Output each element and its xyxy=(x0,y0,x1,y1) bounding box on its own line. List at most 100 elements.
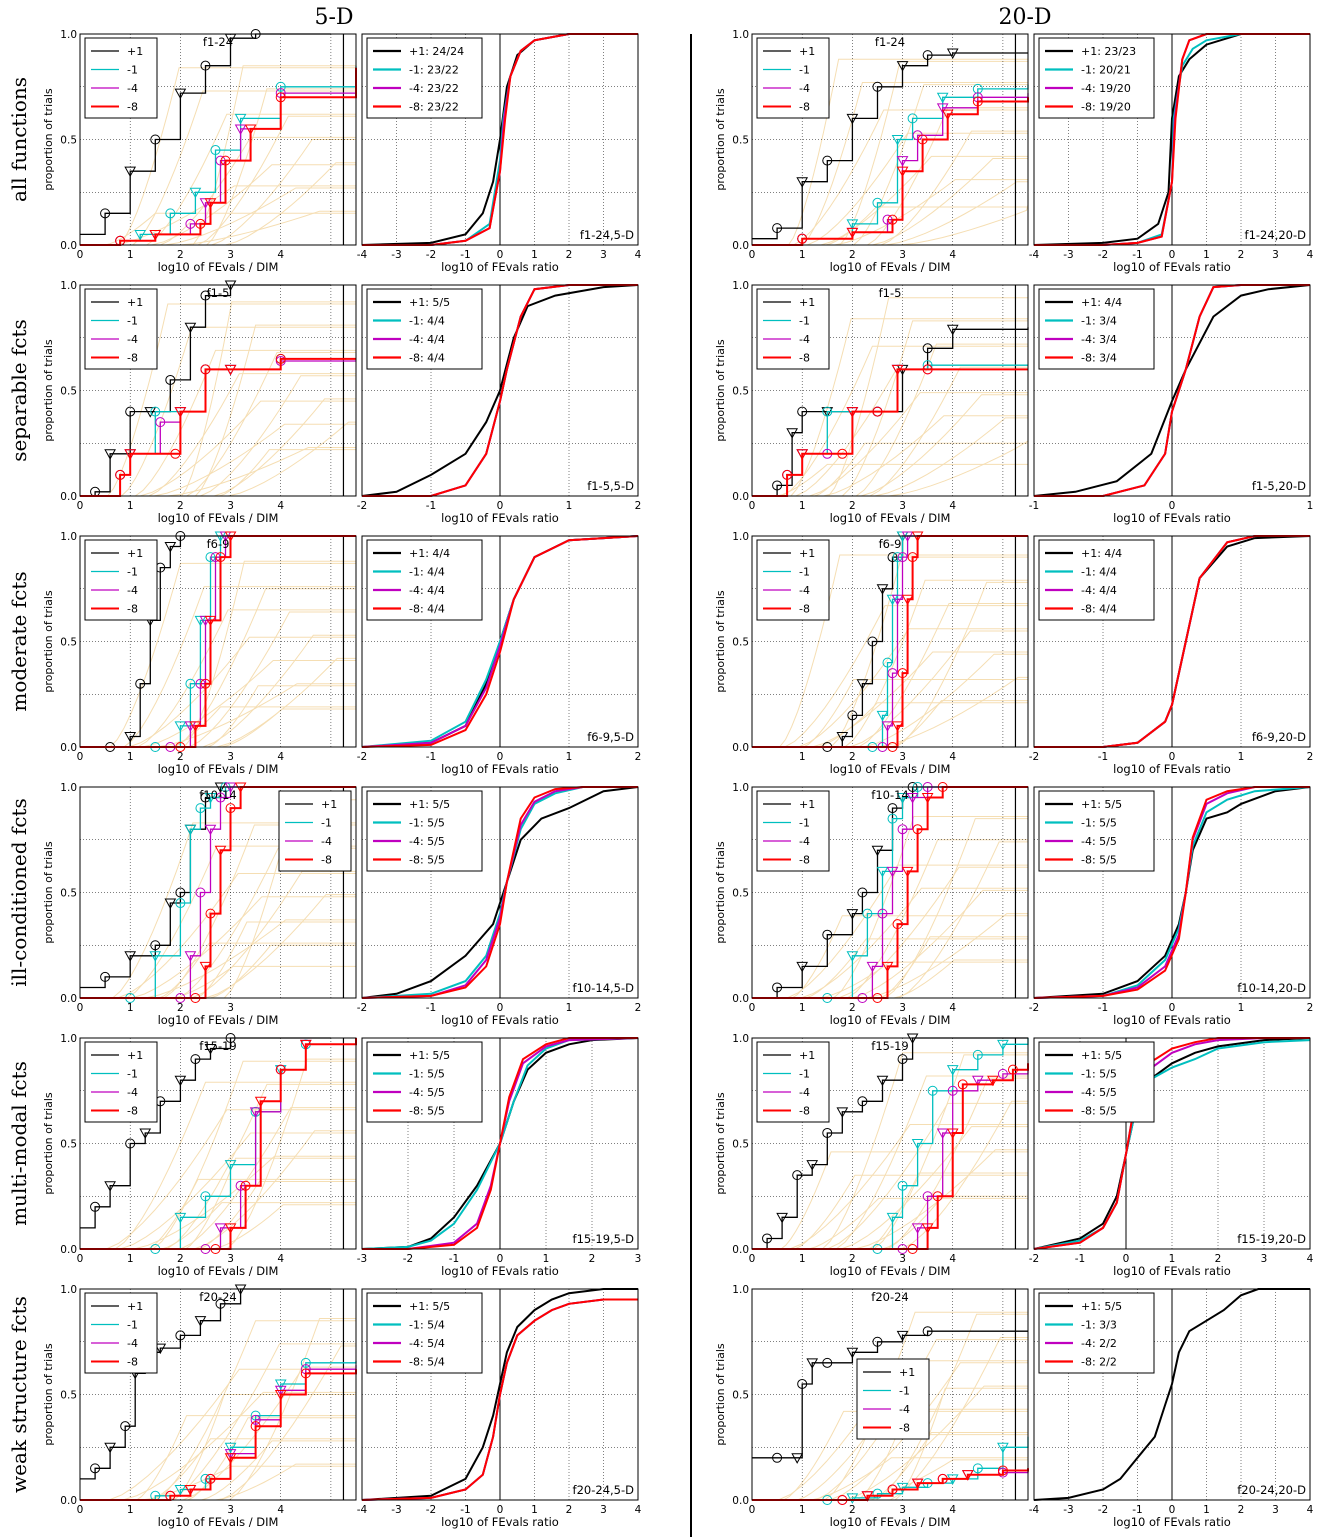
legend-label: -4 xyxy=(321,835,332,848)
x-tick-label: 1 xyxy=(543,1253,550,1265)
y-tick-label: 1.0 xyxy=(732,531,749,543)
x-tick-label: 0 xyxy=(1169,1002,1176,1014)
data-point-marker xyxy=(897,1054,908,1065)
x-tick-label: 2 xyxy=(1215,1253,1222,1265)
data-point-marker xyxy=(125,1138,136,1149)
legend-label: -8 xyxy=(799,1105,810,1118)
x-axis-label: log10 of FEvals / DIM xyxy=(830,762,951,776)
background-run-line xyxy=(817,702,1028,748)
legend-label: -4 xyxy=(127,584,138,597)
x-tick-label: 4 xyxy=(1307,1253,1314,1265)
data-point-marker xyxy=(987,1075,999,1087)
axes-frame xyxy=(1033,1288,1311,1501)
background-run-line xyxy=(106,1109,356,1250)
data-point-marker xyxy=(896,1330,909,1342)
x-tick-label: 2 xyxy=(1238,1504,1245,1516)
x-axis-label: log10 of FEvals / DIM xyxy=(158,511,279,525)
legend-label: -1 xyxy=(799,566,810,579)
panel-annotation: f1-5,5-D xyxy=(587,479,634,493)
x-tick-label: 3 xyxy=(600,249,607,261)
ratio-panel: -2 -1 0 1 2 log10 of FEvals ratio f10-14,5-D +1… xyxy=(357,786,641,1027)
x-tick-label: 2 xyxy=(177,249,184,261)
tick-labels: -2 -1 0 1 2 3 4 xyxy=(1029,1253,1314,1265)
series-line-3 xyxy=(1034,284,1310,497)
panel-annotation: f1-24,20-D xyxy=(1245,228,1307,242)
x-tick-label: -2 xyxy=(403,1253,413,1265)
y-axis-label: proportion of trials xyxy=(714,841,727,944)
y-axis-label: proportion of trials xyxy=(42,841,55,944)
legend: +1 -1 -4 -8 xyxy=(756,1041,830,1123)
series-line-0 xyxy=(361,1288,638,1501)
row-label: all functions xyxy=(7,77,31,202)
x-tick-label: 1 xyxy=(127,500,134,512)
ecdf-panel: 0 1 2 3 0.0 0.5 1.0 proportion of trials log10 o… xyxy=(42,782,357,1027)
series-line-0 xyxy=(80,1037,331,1229)
legend-label: -8: 5/5 xyxy=(409,1105,445,1118)
data-point-marker xyxy=(204,824,217,836)
x-tick-label: 0 xyxy=(497,1504,504,1516)
data-point-marker xyxy=(210,145,221,156)
x-axis-label: log10 of FEvals / DIM xyxy=(830,1013,951,1027)
legend-label: -4 xyxy=(799,82,810,95)
data-point-marker xyxy=(822,1357,833,1368)
data-point-marker xyxy=(195,803,206,814)
data-point-marker xyxy=(891,594,904,606)
x-axis-label: log10 of FEvals / DIM xyxy=(830,1264,951,1278)
background-run-line xyxy=(896,581,1028,748)
panel-title: f1-24 xyxy=(203,35,233,49)
tick-labels: 0 1 2 3 4 0.0 0.5 1.0 xyxy=(60,29,284,261)
legend-label: -8: 4/4 xyxy=(409,603,445,616)
legend-label: +1: 5/5 xyxy=(409,798,450,811)
tick-labels: -4 -3 -2 -1 0 1 2 3 4 xyxy=(1029,249,1314,261)
legend-label: +1 xyxy=(799,798,815,811)
data-point-marker xyxy=(300,1357,311,1368)
panel-title: f1-5 xyxy=(207,286,230,300)
y-tick-label: 0.0 xyxy=(732,1495,749,1507)
x-axis-label: log10 of FEvals / DIM xyxy=(830,260,951,274)
tick-labels: -2 -1 0 1 2 xyxy=(357,500,642,512)
data-point-marker xyxy=(184,824,197,836)
x-tick-label: -4 xyxy=(1029,249,1040,261)
data-point-marker xyxy=(174,1075,187,1087)
legend-label: -1: 5/5 xyxy=(409,1068,445,1081)
legend: +1 -1 -4 -8 xyxy=(756,539,830,621)
legend-label: -1: 5/5 xyxy=(1081,1068,1117,1081)
background-run-line xyxy=(108,1368,356,1501)
x-tick-label: 2 xyxy=(849,1002,856,1014)
tick-labels: 0 1 2 3 4 0.0 0.5 1.0 xyxy=(732,280,956,512)
data-point-marker xyxy=(275,92,286,103)
background-run-line xyxy=(798,628,1028,748)
x-tick-label: -3 xyxy=(1063,249,1073,261)
x-tick-label: -1 xyxy=(460,249,470,261)
ratio-panel: -4 -3 -2 -1 0 1 2 3 4 log10 of FEvals ratio f1-24,… xyxy=(357,33,642,274)
background-run-line xyxy=(225,162,356,246)
legend-label: -1 xyxy=(127,1319,138,1332)
ecdf-panel: 0 1 2 3 4 0.0 0.5 1.0 proportion of trials log10 … xyxy=(42,1284,357,1529)
y-axis-label: proportion of trials xyxy=(42,88,55,191)
x-tick-label: 0 xyxy=(77,751,84,763)
data-point-marker xyxy=(254,1096,267,1108)
background-run-line xyxy=(122,1391,356,1501)
background-run-line xyxy=(835,1075,1028,1250)
ecdf-panel: 0 1 2 3 4 0.0 0.5 1.0 proportion of trials log10 … xyxy=(714,1033,1029,1278)
ecdf-panel: 1 2 3 4 0.0 0.5 1.0 proportion of trials log10 o… xyxy=(714,531,1029,776)
data-point-marker xyxy=(1007,1064,1018,1075)
legend-label: -1: 20/21 xyxy=(1081,64,1131,77)
legend: +1: 5/5 -1: 4/4 -4: 4/4 -8: 4/4 xyxy=(366,288,483,370)
x-tick-label: 3 xyxy=(899,1504,906,1516)
data-point-marker xyxy=(797,1378,808,1389)
data-point-marker xyxy=(275,353,286,364)
x-tick-label: 2 xyxy=(1238,249,1245,261)
background-run-line xyxy=(216,657,356,748)
axes-frame xyxy=(751,284,1029,497)
ratio-panel: -2 -1 0 1 2 log10 of FEvals ratio f6-9,5-D +1: … xyxy=(357,535,641,776)
background-run-line xyxy=(119,1132,356,1250)
x-axis-label: log10 of FEvals ratio xyxy=(441,762,559,776)
tick-labels: -2 -1 0 1 2 xyxy=(1029,1002,1314,1014)
ratio-panel: -2 -1 0 1 2 3 4 log10 of FEvals ratio f15-19,20-… xyxy=(1029,1037,1314,1278)
series-line-2 xyxy=(752,1069,1029,1250)
x-axis-label: log10 of FEvals ratio xyxy=(1113,1264,1231,1278)
x-tick-label: -2 xyxy=(357,1002,367,1014)
data-point-marker xyxy=(946,48,959,60)
data-point-marker xyxy=(195,218,206,229)
